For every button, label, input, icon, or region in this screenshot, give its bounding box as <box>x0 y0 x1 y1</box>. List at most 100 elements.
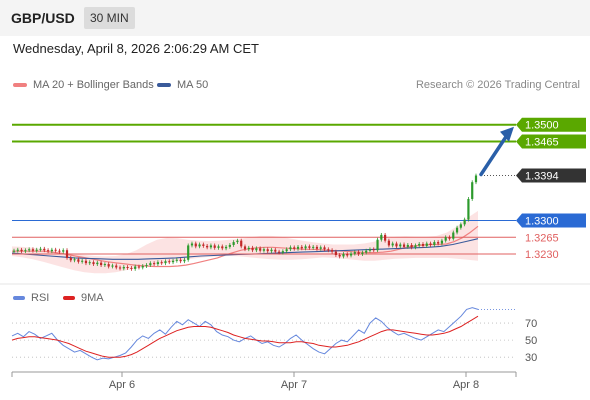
level-label-4: 1.3265 <box>525 232 559 244</box>
candle-body <box>171 260 175 263</box>
ma50-swatch-icon <box>157 83 171 88</box>
candle-body <box>84 260 88 264</box>
candle-body <box>28 249 31 251</box>
candle-body <box>300 246 303 249</box>
legend-ma20-label: MA 20 + Bollinger Bands <box>33 79 154 91</box>
candle-body <box>156 262 160 265</box>
candle-body <box>380 234 383 240</box>
rsi-panel: 70 50 30 <box>11 307 537 364</box>
candle-body <box>266 249 269 252</box>
bollinger-band-fill <box>12 210 478 274</box>
candle-body <box>368 249 372 251</box>
candle-body <box>281 251 284 253</box>
candle-body <box>274 249 277 252</box>
candle-body <box>444 237 447 241</box>
candle-body <box>50 249 53 252</box>
candle-body <box>251 247 254 251</box>
candle-body <box>46 250 50 252</box>
candle-body <box>395 243 398 247</box>
candle-body <box>43 248 46 251</box>
candle-body <box>372 249 375 251</box>
candle-body <box>175 259 178 261</box>
candle-body <box>115 265 118 268</box>
candle-body <box>134 266 137 269</box>
candle-body <box>349 253 353 256</box>
candle-body <box>65 250 69 258</box>
arrow-head-icon <box>500 126 514 142</box>
candle-body <box>20 249 23 252</box>
candle-body <box>304 246 307 249</box>
candle-body <box>77 259 80 262</box>
rsi-series-0 <box>11 307 479 361</box>
candle-body <box>73 259 76 261</box>
candle-body <box>232 242 235 245</box>
candle-body <box>391 243 394 246</box>
candle-body <box>384 234 387 241</box>
candle-body <box>296 246 300 249</box>
candle-body <box>160 262 163 264</box>
candle-body <box>387 240 391 246</box>
candle-body <box>338 255 341 257</box>
candle-body <box>243 246 247 250</box>
candle-body <box>103 264 106 266</box>
candle-body <box>62 250 65 252</box>
candle-body <box>425 243 428 246</box>
candle-body <box>96 262 99 265</box>
level-tag-2 <box>516 168 586 183</box>
candle-body <box>262 249 266 251</box>
candle-body <box>122 266 125 269</box>
candle-body <box>198 244 201 247</box>
candle-body <box>308 246 311 248</box>
rsi-series-1 <box>11 315 479 358</box>
candle-body <box>429 243 432 245</box>
candle-body <box>118 267 122 269</box>
candle-body <box>153 263 156 265</box>
candle-body <box>190 243 194 246</box>
level-label-0: 1.3500 <box>525 120 559 132</box>
timeframe-badge[interactable]: 30 MIN <box>84 7 135 29</box>
candle-body <box>433 242 436 245</box>
candle-body <box>54 249 57 251</box>
candle-body <box>361 252 364 255</box>
candle-body <box>107 264 110 267</box>
level-tag-3 <box>516 213 586 228</box>
candle-body <box>474 175 478 183</box>
candle-body <box>255 248 258 251</box>
candle-body <box>35 249 38 251</box>
rsi-tick-label-0: 70 <box>525 318 537 330</box>
candle-body <box>206 245 209 248</box>
candle-body <box>312 246 315 248</box>
legend-ma50: MA 50 <box>157 79 208 91</box>
level-label-2: 1.3394 <box>525 171 559 183</box>
candle-body <box>228 244 231 247</box>
candle-body <box>327 249 330 251</box>
candle-body <box>145 265 148 267</box>
candle-body <box>126 266 129 268</box>
legend-ma20: MA 20 + Bollinger Bands <box>13 79 154 91</box>
candle-body <box>402 244 406 247</box>
candle-body <box>16 249 19 251</box>
candle-body <box>437 242 440 244</box>
candle-body <box>399 244 402 247</box>
candle-body <box>31 249 35 251</box>
rsi-tick-label-2: 30 <box>525 352 537 364</box>
candle-body <box>323 247 326 250</box>
candle-body <box>187 245 190 260</box>
candle-body <box>236 240 239 243</box>
datetime-label: Wednesday, April 8, 2026 2:06:29 AM CET <box>13 41 259 56</box>
candle-body <box>330 250 334 252</box>
candle-body <box>418 243 421 246</box>
candle-body <box>209 245 213 248</box>
x-tick-label-0: Apr 6 <box>109 379 135 391</box>
candle-body <box>164 261 167 264</box>
candle-body <box>414 245 417 248</box>
candle-body <box>467 198 470 220</box>
legend-rsi-label: RSI <box>31 292 50 304</box>
price-levels: 1.3500 1.3465 1.3394 1.3300 1.3265 1.3230 <box>12 117 586 261</box>
candle-body <box>353 252 356 254</box>
candle-body <box>221 246 224 249</box>
legend-rsi: RSI <box>13 292 49 304</box>
candle-body <box>99 262 103 266</box>
candle-body <box>270 249 273 252</box>
